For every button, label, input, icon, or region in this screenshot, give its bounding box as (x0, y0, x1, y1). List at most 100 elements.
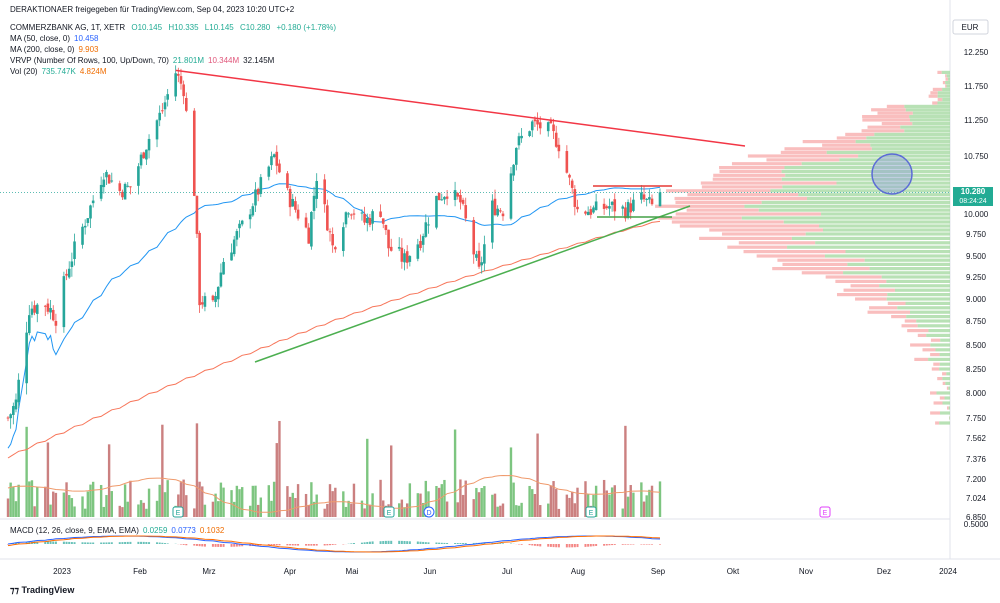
volume-bar (233, 501, 236, 517)
macd-histogram-bar (589, 544, 592, 547)
macd-histogram-bar (297, 544, 300, 546)
macd-histogram-bar (632, 544, 635, 545)
volume-profile-down-bar (928, 94, 938, 98)
volume-profile-down-bar (756, 254, 825, 258)
candle-body (445, 196, 449, 199)
volume-bar (86, 491, 90, 517)
macd-signal-line (7, 535, 661, 553)
volume-bar (602, 479, 606, 517)
candle-body (501, 213, 505, 217)
macd-histogram-bar (406, 541, 409, 544)
high-value: H10.335 (168, 23, 199, 32)
macd-histogram-bar (454, 543, 457, 544)
svg-text:E: E (387, 510, 392, 517)
macd-histogram-bar (108, 542, 111, 544)
candle-body (81, 226, 84, 245)
candle-body (121, 191, 124, 198)
time-tick-label: Feb (133, 567, 147, 576)
macd-legend[interactable]: MACD (12, 26, close, 9, EMA, EMA) 0.0259 0… (10, 526, 225, 535)
volume-profile-up-bar (843, 271, 950, 275)
volume-bar (552, 481, 555, 517)
volume-profile-down-bar (855, 297, 887, 301)
candle-body (400, 247, 404, 262)
macd-histogram-bar (70, 542, 73, 544)
macd-histogram-bar (443, 542, 446, 544)
volume-profile-down-bar (675, 212, 822, 216)
price-tick-label: 8.500 (966, 341, 987, 350)
macd-histogram-bar (334, 544, 337, 545)
volume-bar (307, 504, 310, 517)
macd-histogram-bar (629, 544, 632, 545)
volume-profile-up-bar (926, 333, 950, 337)
price-tick-label: 7.024 (966, 494, 987, 503)
volume-bar (315, 494, 318, 517)
volume-profile-up-bar (906, 315, 950, 319)
price-tick-label: 8.750 (966, 317, 987, 326)
candle-body (179, 76, 183, 84)
volume-profile-up-bar (836, 181, 950, 185)
volume-profile-down-bar (914, 357, 929, 361)
ma200-legend[interactable]: MA (200, close, 0) 9.903 (10, 45, 99, 54)
volume-bar (539, 505, 542, 517)
volume-profile-up-bar (937, 91, 950, 95)
volume-bar (70, 498, 74, 517)
candle-body (568, 174, 571, 178)
price-tick-label: 8.250 (966, 365, 987, 374)
volume-bar (531, 489, 534, 517)
volume-profile-down-bar (904, 319, 917, 323)
ma50-legend[interactable]: MA (50, close, 0) 10.458 (10, 34, 99, 43)
volume-bar (461, 494, 465, 517)
svg-text:D: D (426, 510, 431, 517)
volume-bar (528, 485, 531, 517)
volume-profile-up-bar (941, 70, 950, 74)
volume-profile-up-bar (784, 166, 950, 170)
volume-profile-up-bar (897, 306, 950, 310)
macd-histogram-bar (145, 541, 148, 544)
macd-histogram-bar (36, 541, 39, 544)
volume-profile-up-bar (785, 173, 950, 177)
volume-profile-down-bar (674, 196, 808, 201)
macd-histogram-bar (350, 543, 353, 544)
volume-bar (73, 506, 76, 517)
volume-bar (161, 424, 164, 517)
vrvp-legend[interactable]: VRVP (Number Of Rows, 100, Up/Down, 70) 2… (10, 56, 275, 65)
volume-bar (568, 497, 571, 517)
macd-histogram-bar (382, 541, 385, 544)
volume-bar (483, 486, 486, 517)
candle-body (586, 211, 590, 216)
macd-histogram-bar (278, 544, 281, 546)
volume-bar (379, 479, 382, 517)
volume-profile-down-bar (772, 267, 870, 271)
volume-bar (254, 485, 257, 517)
volume-bar (605, 490, 608, 517)
volume-bar (517, 505, 521, 517)
macd-histogram-bar (613, 544, 616, 545)
macd-histogram-bar (576, 544, 579, 548)
volume-profile-down-bar (901, 324, 918, 328)
volume-profile-up-bar (879, 284, 950, 288)
volume-bar (464, 480, 467, 517)
macd-histogram-bar (230, 544, 233, 547)
price-tick-label: 11.750 (964, 82, 988, 91)
candle-body (6, 417, 10, 419)
volume-bar (323, 508, 326, 517)
volume-profile (655, 70, 950, 425)
candle-body (89, 205, 92, 219)
volume-bar (363, 508, 366, 517)
candle-body (294, 201, 297, 210)
candle-body (512, 164, 515, 176)
candle-body (331, 233, 334, 246)
volume-bar (512, 482, 515, 517)
volume-legend[interactable]: Vol (20) 735.747K 4.824M (10, 67, 107, 76)
volume-bar (576, 487, 579, 517)
volume-bar (166, 480, 169, 517)
candle-body (110, 180, 114, 182)
candle-body (17, 379, 20, 403)
volume-profile-up-bar (818, 224, 950, 228)
volume-bar (185, 495, 188, 517)
volume-profile-up-bar (744, 204, 950, 208)
volume-profile-up-bar (939, 353, 950, 357)
macd-histogram-bar (7, 544, 9, 545)
macd-histogram-bar (148, 542, 151, 544)
